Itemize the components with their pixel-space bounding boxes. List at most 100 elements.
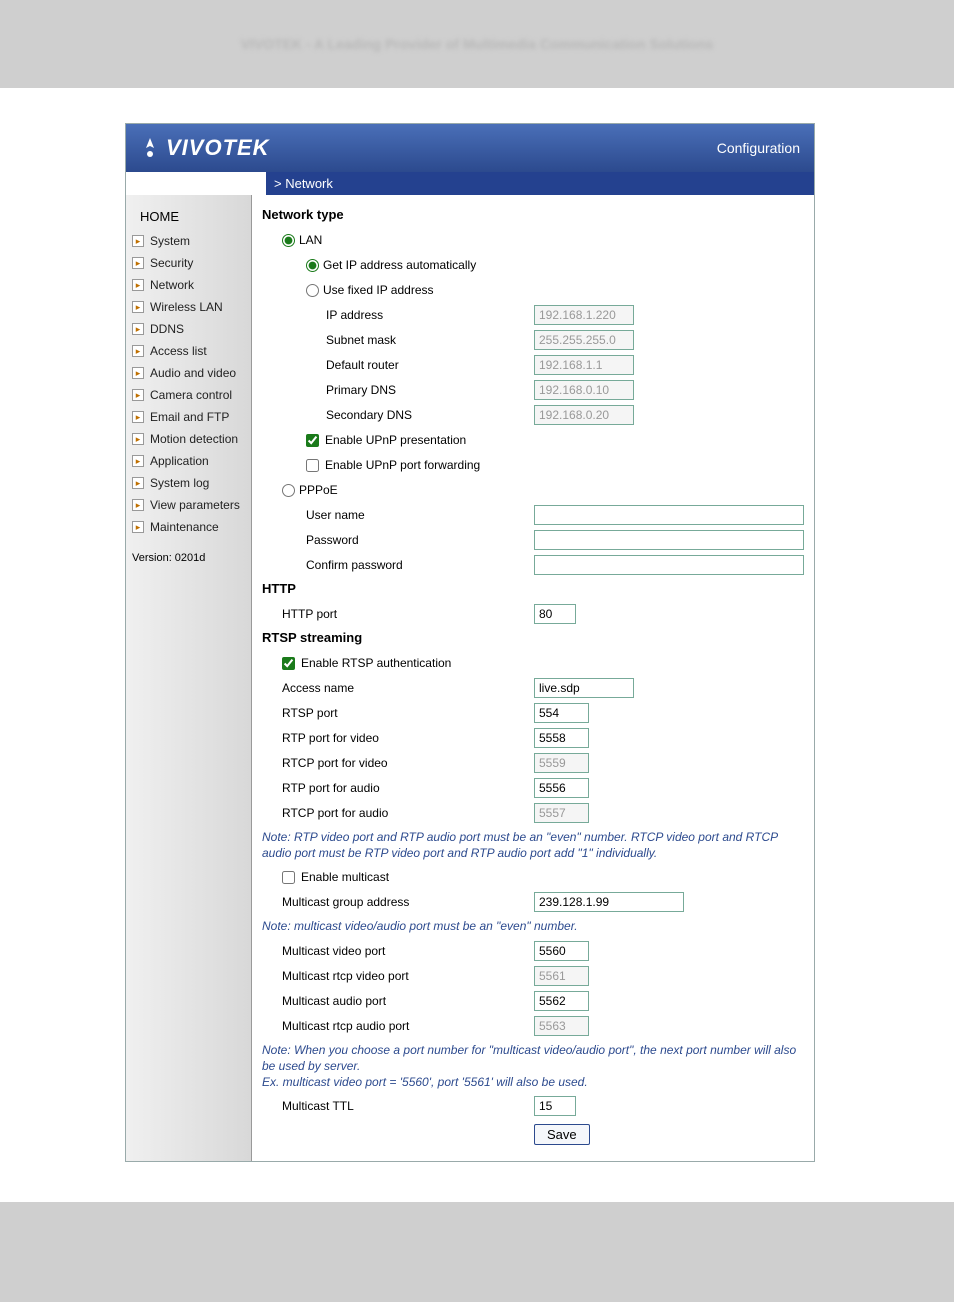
radio-pppoe[interactable] bbox=[282, 484, 295, 497]
nav-item-label: Wireless LAN bbox=[150, 300, 223, 314]
rtsp-port-input[interactable] bbox=[534, 703, 589, 723]
mcast-addr-label: Multicast group address bbox=[282, 895, 534, 909]
access-name-label: Access name bbox=[282, 681, 534, 695]
arrow-icon: ▸ bbox=[132, 323, 144, 335]
sidebar: HOME ▸System▸Security▸Network▸Wireless L… bbox=[126, 195, 252, 1161]
nav-item-label: Audio and video bbox=[150, 366, 236, 380]
nav-item-label: Security bbox=[150, 256, 193, 270]
http-port-label: HTTP port bbox=[282, 607, 534, 621]
mcast-ttl-input[interactable] bbox=[534, 1096, 576, 1116]
subnet-label: Subnet mask bbox=[326, 333, 534, 347]
password-input[interactable] bbox=[534, 530, 804, 550]
nav-item-label: Camera control bbox=[150, 388, 232, 402]
content-area: Network type LAN Get IP address automati… bbox=[252, 195, 814, 1161]
mcast-rtcp-video-input[interactable] bbox=[534, 966, 589, 986]
arrow-icon: ▸ bbox=[132, 521, 144, 533]
nav-item-label: Motion detection bbox=[150, 432, 238, 446]
rtcp-video-label: RTCP port for video bbox=[282, 756, 534, 770]
subnet-input[interactable] bbox=[534, 330, 634, 350]
confirm-password-input[interactable] bbox=[534, 555, 804, 575]
radio-lan[interactable] bbox=[282, 234, 295, 247]
doc-header-blurred: VIVOTEK - A Leading Provider of Multimed… bbox=[241, 36, 714, 52]
mcast-audio-input[interactable] bbox=[534, 991, 589, 1011]
mcast-video-label: Multicast video port bbox=[282, 944, 534, 958]
access-name-input[interactable] bbox=[534, 678, 634, 698]
nav-item-motion-detection[interactable]: ▸ Motion detection bbox=[126, 428, 251, 450]
mcast-rtcp-audio-input[interactable] bbox=[534, 1016, 589, 1036]
nav-item-maintenance[interactable]: ▸ Maintenance bbox=[126, 516, 251, 538]
rtp-audio-input[interactable] bbox=[534, 778, 589, 798]
arrow-icon: ▸ bbox=[132, 433, 144, 445]
dns2-input[interactable] bbox=[534, 405, 634, 425]
confirm-password-label: Confirm password bbox=[306, 558, 534, 572]
lan-label: LAN bbox=[299, 233, 322, 247]
rtcp-audio-input[interactable] bbox=[534, 803, 589, 823]
nav-item-label: DDNS bbox=[150, 322, 184, 336]
nav-item-label: System bbox=[150, 234, 190, 248]
nav-item-wireless-lan[interactable]: ▸Wireless LAN bbox=[126, 296, 251, 318]
ip-address-input[interactable] bbox=[534, 305, 634, 325]
rtcp-video-input[interactable] bbox=[534, 753, 589, 773]
mcast-audio-label: Multicast audio port bbox=[282, 994, 534, 1008]
chk-upnp-port-fwd[interactable] bbox=[306, 459, 319, 472]
rtsp-auth-label: Enable RTSP authentication bbox=[301, 656, 451, 670]
nav-item-view-parameters[interactable]: ▸View parameters bbox=[126, 494, 251, 516]
nav-item-access-list[interactable]: ▸ Access list bbox=[126, 340, 251, 362]
chk-enable-multicast[interactable] bbox=[282, 871, 295, 884]
http-port-input[interactable] bbox=[534, 604, 576, 624]
pppoe-label: PPPoE bbox=[299, 483, 338, 497]
nav-item-camera-control[interactable]: ▸Camera control bbox=[126, 384, 251, 406]
dns1-input[interactable] bbox=[534, 380, 634, 400]
nav-item-audio-and-video[interactable]: ▸Audio and video bbox=[126, 362, 251, 384]
mcast-addr-input[interactable] bbox=[534, 892, 684, 912]
username-input[interactable] bbox=[534, 505, 804, 525]
nav-home[interactable]: HOME bbox=[126, 203, 251, 230]
router-input[interactable] bbox=[534, 355, 634, 375]
enable-multicast-label: Enable multicast bbox=[301, 870, 389, 884]
rtp-audio-label: RTP port for audio bbox=[282, 781, 534, 795]
fixed-ip-label: Use fixed IP address bbox=[323, 283, 434, 297]
note-mcast-even: Note: multicast video/audio port must be… bbox=[262, 918, 804, 934]
password-label: Password bbox=[306, 533, 534, 547]
chk-rtsp-auth[interactable] bbox=[282, 657, 295, 670]
nav-item-label: System log bbox=[150, 476, 209, 490]
note-mcast-next: Note: When you choose a port number for … bbox=[262, 1042, 804, 1091]
chk-upnp-presentation[interactable] bbox=[306, 434, 319, 447]
username-label: User name bbox=[306, 508, 534, 522]
logo: VIVOTEK bbox=[140, 135, 270, 161]
config-panel: VIVOTEK Configuration > Network HOME ▸ Sy… bbox=[125, 123, 815, 1162]
nav-item-network[interactable]: ▸ Network bbox=[126, 274, 251, 296]
arrow-icon: ▸ bbox=[132, 279, 144, 291]
nav-item-label: Maintenance bbox=[150, 520, 219, 534]
rtp-video-label: RTP port for video bbox=[282, 731, 534, 745]
nav-item-ddns[interactable]: ▸ DDNS bbox=[126, 318, 251, 340]
nav-item-system-log[interactable]: ▸ System log bbox=[126, 472, 251, 494]
rtcp-audio-label: RTCP port for audio bbox=[282, 806, 534, 820]
ip-address-label: IP address bbox=[326, 308, 534, 322]
dns2-label: Secondary DNS bbox=[326, 408, 534, 422]
arrow-icon: ▸ bbox=[132, 499, 144, 511]
section-title-network: > Network bbox=[266, 172, 814, 195]
heading-rtsp: RTSP streaming bbox=[262, 630, 804, 645]
rtp-video-input[interactable] bbox=[534, 728, 589, 748]
mcast-video-input[interactable] bbox=[534, 941, 589, 961]
arrow-icon: ▸ bbox=[132, 345, 144, 357]
panel-header: VIVOTEK Configuration bbox=[126, 124, 814, 172]
arrow-icon: ▸ bbox=[132, 411, 144, 423]
arrow-icon: ▸ bbox=[132, 235, 144, 247]
nav-item-label: Network bbox=[150, 278, 194, 292]
nav-item-system[interactable]: ▸ System bbox=[126, 230, 251, 252]
note-rtp-even: Note: RTP video port and RTP audio port … bbox=[262, 829, 804, 861]
page-wrap: VIVOTEK Configuration > Network HOME ▸ Sy… bbox=[0, 88, 954, 1202]
nav-item-label: Access list bbox=[150, 344, 207, 358]
radio-fixed-ip[interactable] bbox=[306, 284, 319, 297]
configuration-label: Configuration bbox=[717, 140, 800, 156]
nav-item-email-and-ftp[interactable]: ▸Email and FTP bbox=[126, 406, 251, 428]
logo-icon bbox=[140, 136, 160, 160]
arrow-icon: ▸ bbox=[132, 477, 144, 489]
radio-get-ip-auto[interactable] bbox=[306, 259, 319, 272]
save-button[interactable]: Save bbox=[534, 1124, 590, 1145]
nav-item-security[interactable]: ▸Security bbox=[126, 252, 251, 274]
doc-footer-bar bbox=[0, 1202, 954, 1302]
nav-item-application[interactable]: ▸Application bbox=[126, 450, 251, 472]
